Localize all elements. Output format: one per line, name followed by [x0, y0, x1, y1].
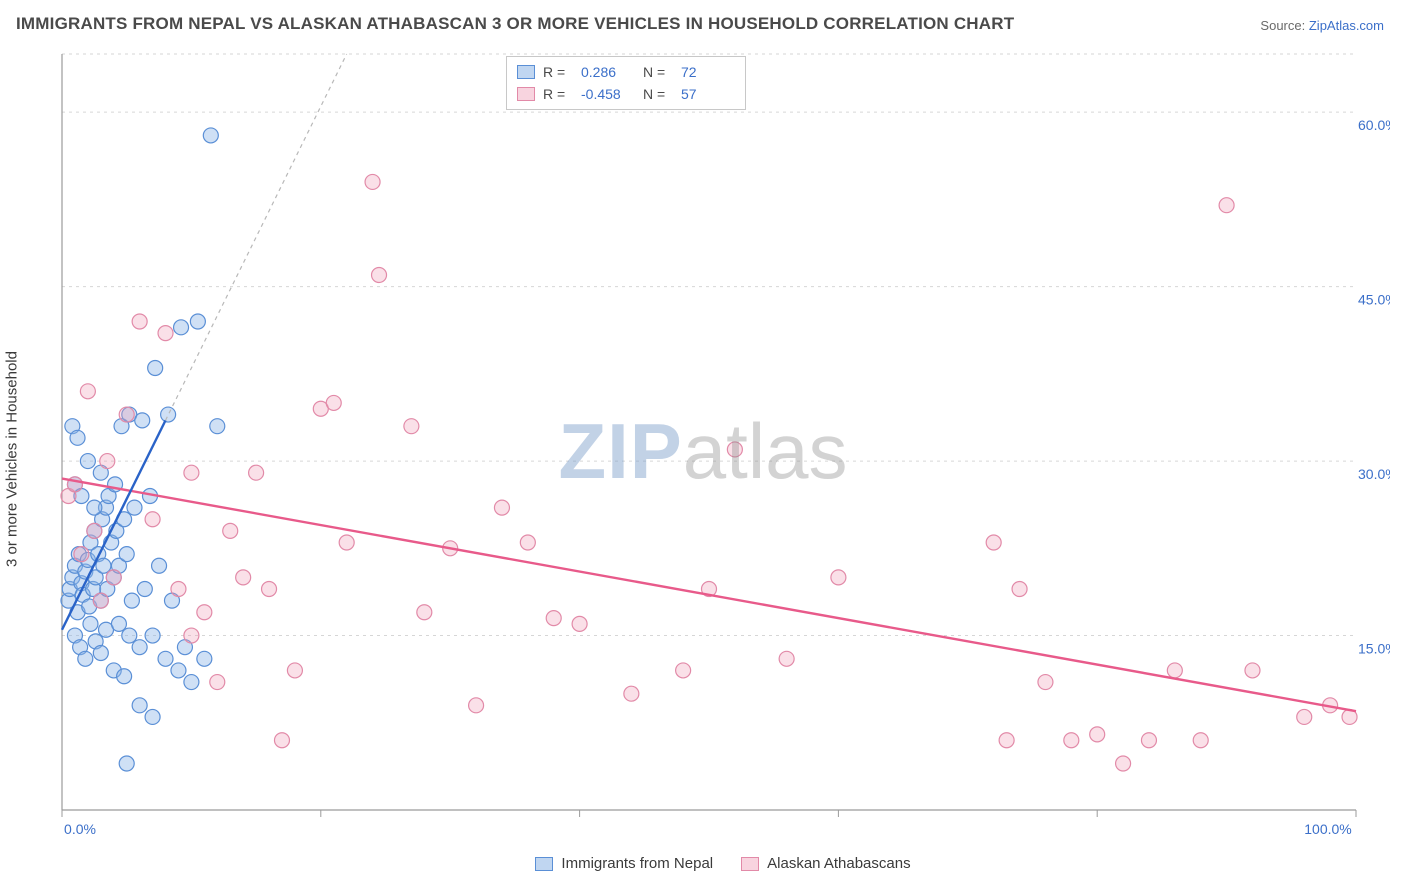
svg-text:100.0%: 100.0%: [1304, 821, 1351, 837]
chart-area: 3 or more Vehicles in Household 15.0%30.…: [16, 46, 1390, 872]
source-prefix: Source:: [1260, 18, 1305, 33]
swatch-blue-icon: [535, 857, 553, 871]
n-value: 72: [681, 64, 735, 80]
svg-text:30.0%: 30.0%: [1358, 466, 1390, 482]
chart-title: IMMIGRANTS FROM NEPAL VS ALASKAN ATHABAS…: [16, 14, 1014, 34]
legend-item-pink: Alaskan Athabascans: [741, 855, 910, 872]
r-value: 0.286: [581, 64, 635, 80]
stats-row-blue: R = 0.286 N = 72: [517, 61, 735, 83]
swatch-pink-icon: [517, 87, 535, 101]
r-label: R =: [543, 64, 573, 80]
svg-text:45.0%: 45.0%: [1358, 292, 1390, 308]
n-label: N =: [643, 86, 673, 102]
svg-text:60.0%: 60.0%: [1358, 117, 1390, 133]
svg-text:0.0%: 0.0%: [64, 821, 96, 837]
svg-text:15.0%: 15.0%: [1358, 641, 1390, 657]
stats-legend: R = 0.286 N = 72 R = -0.458 N = 57: [506, 56, 746, 110]
legend-label: Alaskan Athabascans: [767, 855, 910, 872]
r-value: -0.458: [581, 86, 635, 102]
r-label: R =: [543, 86, 573, 102]
scatter-plot: 15.0% 30.0% 45.0% 60.0% 0.0% 100.0%: [56, 46, 1390, 846]
swatch-blue-icon: [517, 65, 535, 79]
legend-label: Immigrants from Nepal: [561, 855, 713, 872]
source-value: ZipAtlas.com: [1309, 18, 1384, 33]
n-value: 57: [681, 86, 735, 102]
source-label: Source: ZipAtlas.com: [1260, 18, 1384, 33]
n-label: N =: [643, 64, 673, 80]
y-axis-label: 3 or more Vehicles in Household: [4, 351, 21, 567]
stats-row-pink: R = -0.458 N = 57: [517, 83, 735, 105]
swatch-pink-icon: [741, 857, 759, 871]
bottom-legend: Immigrants from Nepal Alaskan Athabascan…: [56, 855, 1390, 872]
legend-item-blue: Immigrants from Nepal: [535, 855, 713, 872]
